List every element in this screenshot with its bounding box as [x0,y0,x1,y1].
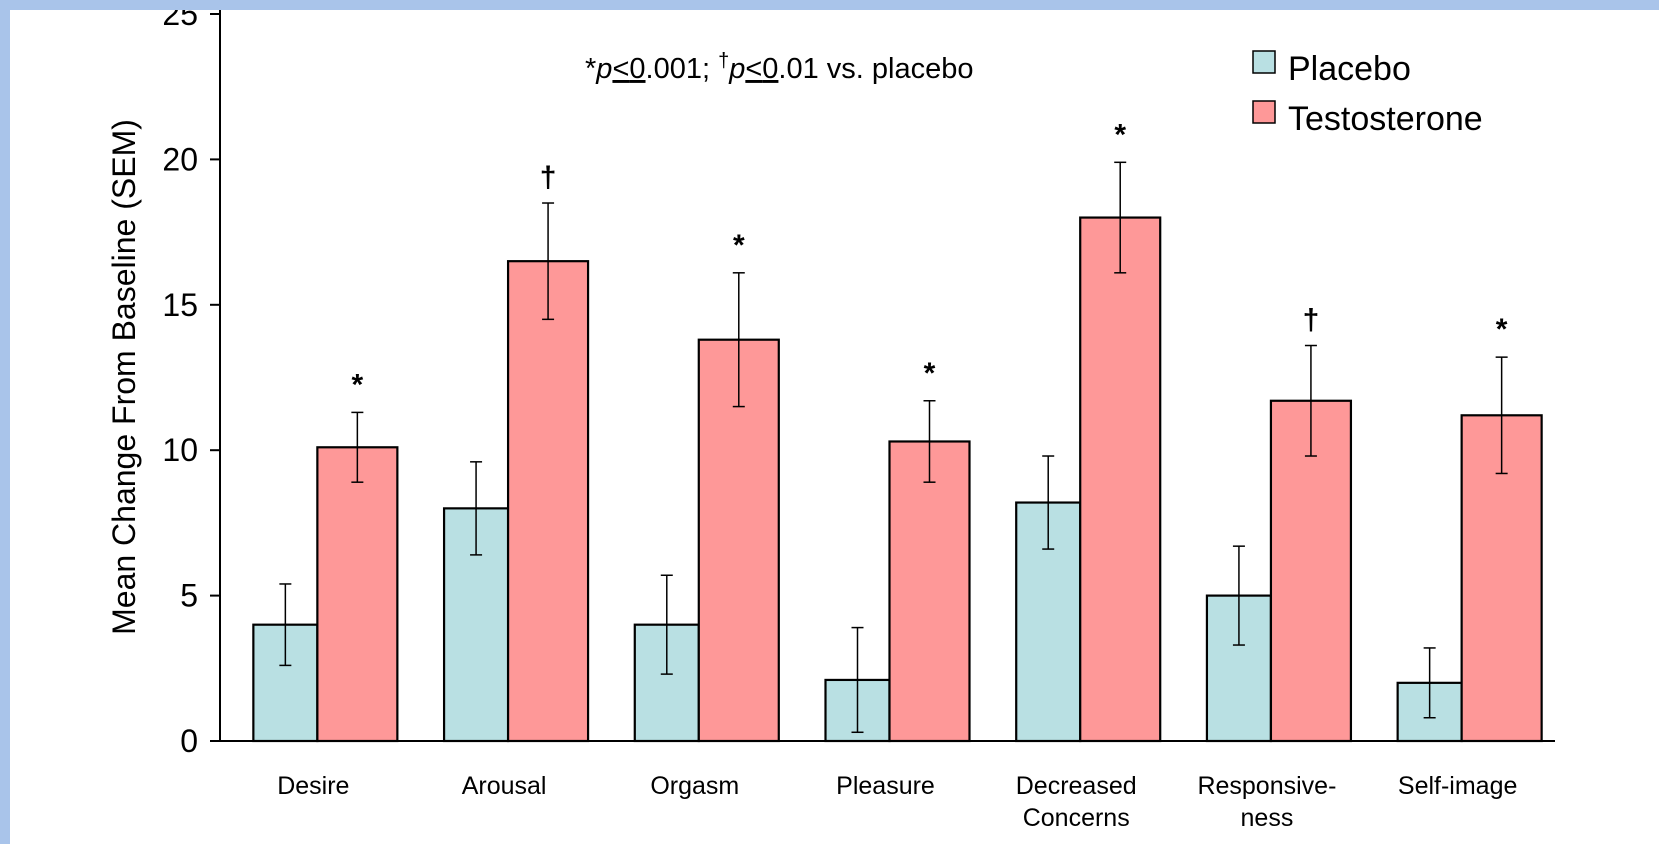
testosterone-bar [1079,216,1162,743]
y-tick-label: 15 [162,287,198,323]
x-category-label: ness [1241,804,1294,832]
x-category-label: Orgasm [650,772,739,800]
legend-swatch [1252,100,1276,124]
x-category-label: Concerns [1023,804,1130,832]
significance-marker: * [924,357,936,390]
note-part: 0 [629,53,645,85]
legend-label: Placebo [1288,50,1411,88]
significance-marker: * [1114,118,1126,151]
note-part: .001; [646,53,719,85]
y-tick-label: 0 [180,723,198,759]
note-part: p [595,53,612,85]
note-part: p [728,53,745,85]
note-part: .01 vs. placebo [778,53,973,85]
bar-chart: 0 5 10 15 20 25 * † * * * † * Desire Arousal Orgasm Pl… [106,10,1555,832]
legend-swatch [1252,50,1276,74]
x-category-label: Self-image [1398,772,1518,800]
y-axis: 0 5 10 15 20 25 [162,10,221,759]
bars: * † * * * † * [252,118,1543,743]
testosterone-bar [316,446,399,743]
category-group: * [1015,118,1162,743]
chart-frame: 0 5 10 15 20 25 * † * * * † * Desire Arousal Orgasm Pl… [10,10,1659,844]
y-tick-label: 25 [162,10,198,32]
category-group: † [442,161,590,743]
testosterone-bar [506,260,590,743]
category-group: † [1205,304,1353,743]
y-tick-label: 5 [180,578,198,614]
category-group: * [1396,313,1543,743]
significance-marker: * [352,368,364,401]
significance-marker: * [1496,313,1508,346]
x-category-label: Decreased [1016,772,1137,800]
y-axis-label: Mean Change From Baseline (SEM) [106,119,142,635]
note-part: † [718,50,729,72]
note-part: < [745,53,762,85]
note-part: * [585,53,596,85]
category-group: * [633,229,780,743]
note-part: 0 [762,53,778,85]
significance-marker: † [1303,304,1320,337]
x-category-label: Responsive- [1197,772,1336,800]
x-axis: Desire Arousal Orgasm Pleasure Decreased Conc… [220,740,1555,832]
x-category-label: Pleasure [836,772,935,800]
category-group: * [252,368,399,743]
testosterone-bar [888,440,971,743]
legend: Placebo Testosterone [1252,50,1483,138]
y-tick-label: 20 [162,141,198,177]
significance-marker: * [733,229,745,262]
category-group: * [824,357,971,743]
x-category-label: Arousal [462,772,547,800]
x-category-label: Desire [277,772,349,800]
legend-label: Testosterone [1288,100,1483,138]
significance-note: *p<0.001; †p<0.01 vs. placebo [585,50,974,85]
note-part: < [612,53,629,85]
significance-marker: † [540,161,557,194]
y-tick-label: 10 [162,432,198,468]
